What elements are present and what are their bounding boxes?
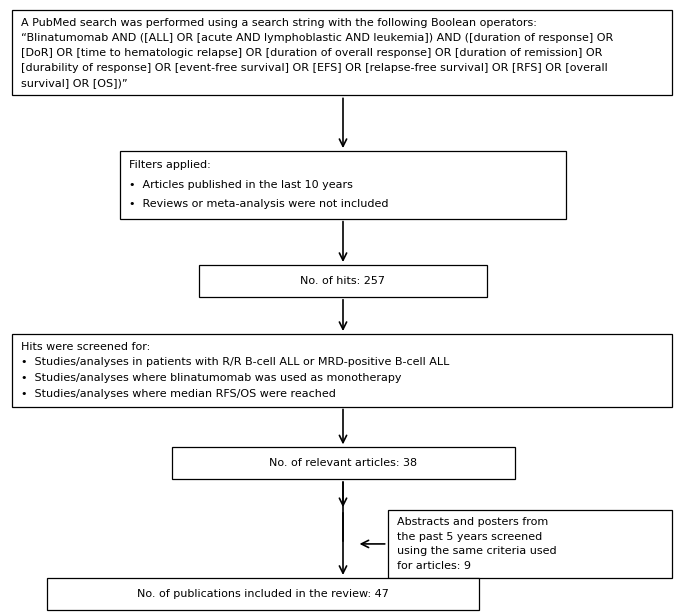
Text: “Blinatumomab AND ([ALL] OR [acute AND lymphoblastic AND leukemia]) AND ([durati: “Blinatumomab AND ([ALL] OR [acute AND l… [21,33,613,43]
Text: •  Studies/analyses where blinatumomab was used as monotherapy: • Studies/analyses where blinatumomab wa… [21,373,402,383]
Text: for articles: 9: for articles: 9 [397,561,471,570]
Text: •  Studies/analyses where median RFS/OS were reached: • Studies/analyses where median RFS/OS w… [21,389,336,399]
Text: the past 5 years screened: the past 5 years screened [397,532,542,541]
Text: No. of relevant articles: 38: No. of relevant articles: 38 [269,458,417,468]
Text: [DoR] OR [time to hematologic relapse] OR [duration of overall response] OR [dur: [DoR] OR [time to hematologic relapse] O… [21,48,602,58]
Text: using the same criteria used: using the same criteria used [397,546,556,556]
Text: survival] OR [OS])”: survival] OR [OS])” [21,78,128,88]
FancyBboxPatch shape [199,265,487,297]
Text: •  Studies/analyses in patients with R/R B-cell ALL or MRD-positive B-cell ALL: • Studies/analyses in patients with R/R … [21,357,449,367]
Text: •  Articles published in the last 10 years: • Articles published in the last 10 year… [129,180,353,190]
FancyBboxPatch shape [388,510,672,578]
FancyBboxPatch shape [12,10,672,95]
Text: A PubMed search was performed using a search string with the following Boolean o: A PubMed search was performed using a se… [21,18,537,28]
Text: No. of hits: 257: No. of hits: 257 [300,276,386,286]
Text: Abstracts and posters from: Abstracts and posters from [397,517,547,527]
Text: Hits were screened for:: Hits were screened for: [21,342,150,352]
FancyBboxPatch shape [120,151,566,219]
Text: Filters applied:: Filters applied: [129,161,211,171]
FancyBboxPatch shape [172,447,514,479]
Text: •  Reviews or meta-analysis were not included: • Reviews or meta-analysis were not incl… [129,199,388,209]
FancyBboxPatch shape [12,334,672,407]
FancyBboxPatch shape [47,578,479,610]
Text: [durability of response] OR [event-free survival] OR [EFS] OR [relapse-free surv: [durability of response] OR [event-free … [21,63,608,73]
Text: No. of publications included in the review: 47: No. of publications included in the revi… [137,589,389,599]
